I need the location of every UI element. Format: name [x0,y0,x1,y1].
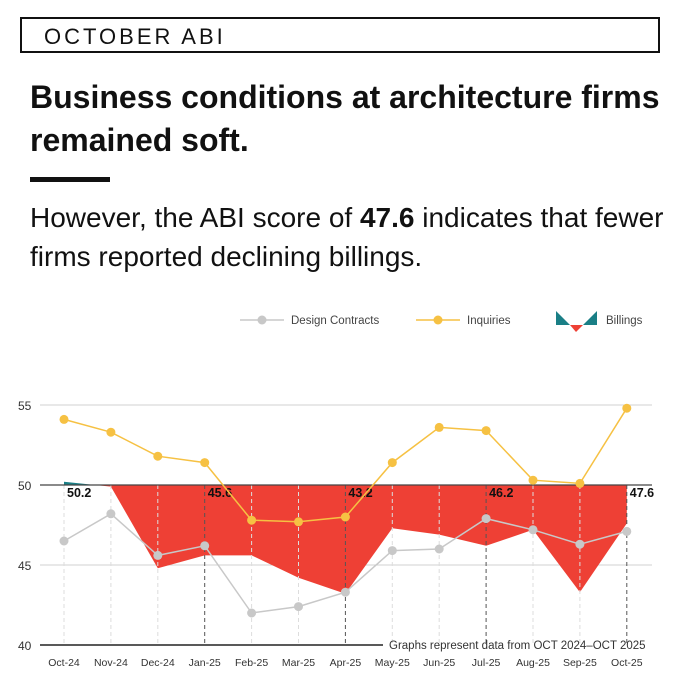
legend-marker [433,315,443,325]
x-tick-label: Sep-25 [563,657,597,669]
design-contracts-point [247,608,257,618]
data-label: 50.2 [67,486,91,500]
section-tag-label: OCTOBER ABI [44,24,226,49]
inquiries-point [106,427,116,437]
x-tick-label: Apr-25 [330,657,362,669]
inquiries-point [434,422,444,432]
x-tick-label: Aug-25 [516,657,550,669]
inquiries-point [387,458,397,468]
y-tick-label: 40 [18,639,32,653]
data-label: 47.6 [630,486,654,500]
design-contracts-point [622,526,632,536]
subtitle-score: 47.6 [359,202,415,233]
inquiries-point [528,475,538,485]
inquiries-point [59,414,69,424]
legend-label: Billings [606,315,643,327]
design-contracts-point [528,525,538,535]
inquiries-point [200,458,210,468]
x-tick-label: May-25 [375,657,410,669]
x-tick-label: Oct-25 [611,657,643,669]
inquiries-point [575,478,585,488]
design-contracts-point [434,544,444,554]
design-contracts-point [106,509,116,519]
x-tick-label: Oct-24 [48,657,80,669]
design-contracts-point [340,587,350,597]
inquiries-point [153,451,163,461]
data-label: 45.6 [208,486,232,500]
divider-bar [30,177,110,182]
billings-legend-icon-bottom [570,325,583,332]
x-tick-label: Nov-24 [94,657,128,669]
inquiries-point [247,515,257,525]
y-tick-label: 50 [18,479,32,493]
x-tick-label: Mar-25 [282,657,315,669]
x-tick-label: Dec-24 [141,657,175,669]
y-tick-label: 55 [18,399,32,413]
inquiries-point [340,512,350,522]
inquiries-point [294,517,303,527]
design-contracts-point [294,602,303,612]
x-tick-label: Jan-25 [189,657,221,669]
design-contracts-point [387,546,397,556]
x-tick-label: Jun-25 [423,657,455,669]
subtitle-text: However, the ABI score of [30,202,360,233]
design-contracts-point [481,514,491,524]
billings-area-below [64,485,627,594]
data-label: 43.2 [348,486,372,500]
legend-label: Inquiries [467,315,511,327]
legend-label: Design Contracts [291,315,379,327]
design-contracts-point [59,536,69,546]
y-tick-label: 45 [18,559,32,573]
data-label: 46.2 [489,486,513,500]
design-contracts-point [200,541,210,551]
subtitle: However, the ABI score of 47.6 indicates… [30,198,670,276]
billings-legend-icon-right [583,311,597,325]
headline: Business conditions at architecture firm… [30,79,660,158]
billings-legend-icon [556,311,570,325]
x-tick-label: Jul-25 [472,657,501,669]
x-tick-label: Feb-25 [235,657,268,669]
section-tag: OCTOBER ABI [20,17,660,53]
chart-note: Graphs represent data from OCT 2024–OCT … [389,640,646,652]
inquiries-point [622,403,632,413]
inquiries-point [481,426,491,436]
design-contracts-point [153,550,163,560]
design-contracts-point [575,539,585,549]
legend-marker [257,315,267,325]
subtitle-text-end: indicates that fewer firms reported decl… [30,202,664,272]
